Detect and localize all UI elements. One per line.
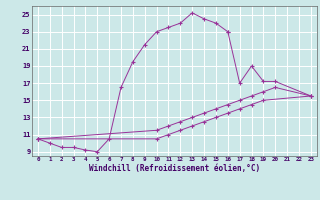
X-axis label: Windchill (Refroidissement éolien,°C): Windchill (Refroidissement éolien,°C) [89,164,260,173]
